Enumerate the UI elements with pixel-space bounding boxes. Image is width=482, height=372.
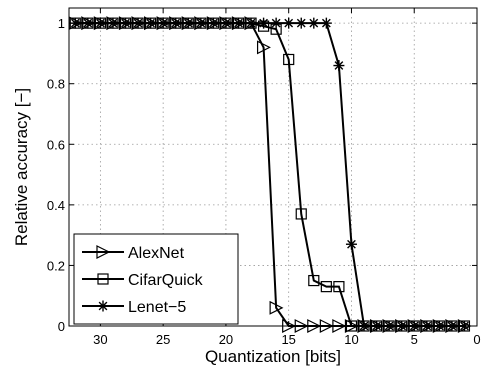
legend-marker: [97, 300, 109, 312]
legend-entry: AlexNet: [82, 245, 185, 262]
data-point: [408, 320, 420, 332]
data-point: [294, 319, 309, 333]
x-tick-label: 5: [411, 332, 418, 347]
x-tick-label: 25: [156, 332, 170, 347]
data-point: [107, 17, 119, 29]
y-tick-label: 0.8: [47, 77, 65, 92]
data-point: [458, 320, 470, 332]
legend-label: Lenet−5: [128, 299, 186, 316]
data-point: [119, 17, 131, 29]
data-point: [332, 319, 347, 333]
data-point: [307, 319, 322, 333]
data-point: [319, 319, 334, 333]
data-point: [245, 17, 257, 29]
data-point: [320, 281, 332, 293]
data-point: [270, 17, 282, 29]
legend-entry: CifarQuick: [82, 272, 204, 289]
x-axis-title: Quantization [bits]: [205, 347, 341, 366]
legend: AlexNet CifarQuick Lenet−5: [73, 233, 239, 325]
data-point: [295, 17, 307, 29]
data-point: [157, 17, 169, 29]
data-point: [383, 320, 395, 332]
data-point: [295, 208, 307, 220]
y-tick-label: 0.4: [47, 198, 65, 213]
x-tick-label: 10: [344, 332, 358, 347]
data-point: [396, 320, 408, 332]
x-tick-label: 0: [473, 332, 480, 347]
data-point: [170, 17, 182, 29]
legend-label: CifarQuick: [128, 272, 204, 289]
legend-label: AlexNet: [128, 245, 185, 262]
legend-entry: Lenet−5: [82, 299, 186, 316]
data-point: [220, 17, 232, 29]
data-point: [282, 319, 297, 333]
x-axis-ticks: 30 25 20 15 10 5 0: [93, 8, 481, 347]
y-axis-title: Relative accuracy [−]: [12, 88, 31, 246]
data-point: [308, 17, 320, 29]
data-point: [145, 17, 157, 29]
y-tick-label: 0.2: [47, 258, 65, 273]
x-tick-label: 20: [219, 332, 233, 347]
data-point: [82, 17, 94, 29]
legend-marker: [96, 245, 111, 259]
data-point: [132, 17, 144, 29]
data-point: [69, 17, 81, 29]
data-point: [433, 320, 445, 332]
data-point: [358, 320, 370, 332]
data-point: [258, 17, 270, 29]
plot-frame: [68, 7, 478, 327]
series-2: [69, 17, 470, 332]
data-point: [232, 17, 244, 29]
x-tick-label: 30: [93, 332, 107, 347]
x-tick-label: 15: [281, 332, 295, 347]
data-point: [446, 320, 458, 332]
data-point: [195, 17, 207, 29]
data-point: [269, 300, 284, 315]
data-point: [94, 17, 106, 29]
y-axis-ticks: 0 0.2 0.4 0.6 0.8 1: [47, 16, 477, 334]
y-tick-label: 0.6: [47, 137, 65, 152]
y-tick-label: 0: [58, 319, 65, 334]
data-point: [320, 17, 332, 29]
data-point: [283, 17, 295, 29]
y-tick-label: 1: [58, 16, 65, 31]
data-point: [256, 40, 271, 55]
series-group: [68, 16, 472, 333]
legend-marker: [97, 273, 109, 285]
data-point: [345, 238, 357, 250]
data-point: [308, 274, 320, 287]
data-point: [333, 281, 345, 293]
data-point: [207, 17, 219, 29]
data-point: [182, 17, 194, 29]
data-point: [345, 320, 358, 332]
data-point: [421, 320, 433, 332]
data-point: [283, 53, 295, 66]
data-point: [333, 60, 345, 72]
data-point: [371, 320, 383, 332]
